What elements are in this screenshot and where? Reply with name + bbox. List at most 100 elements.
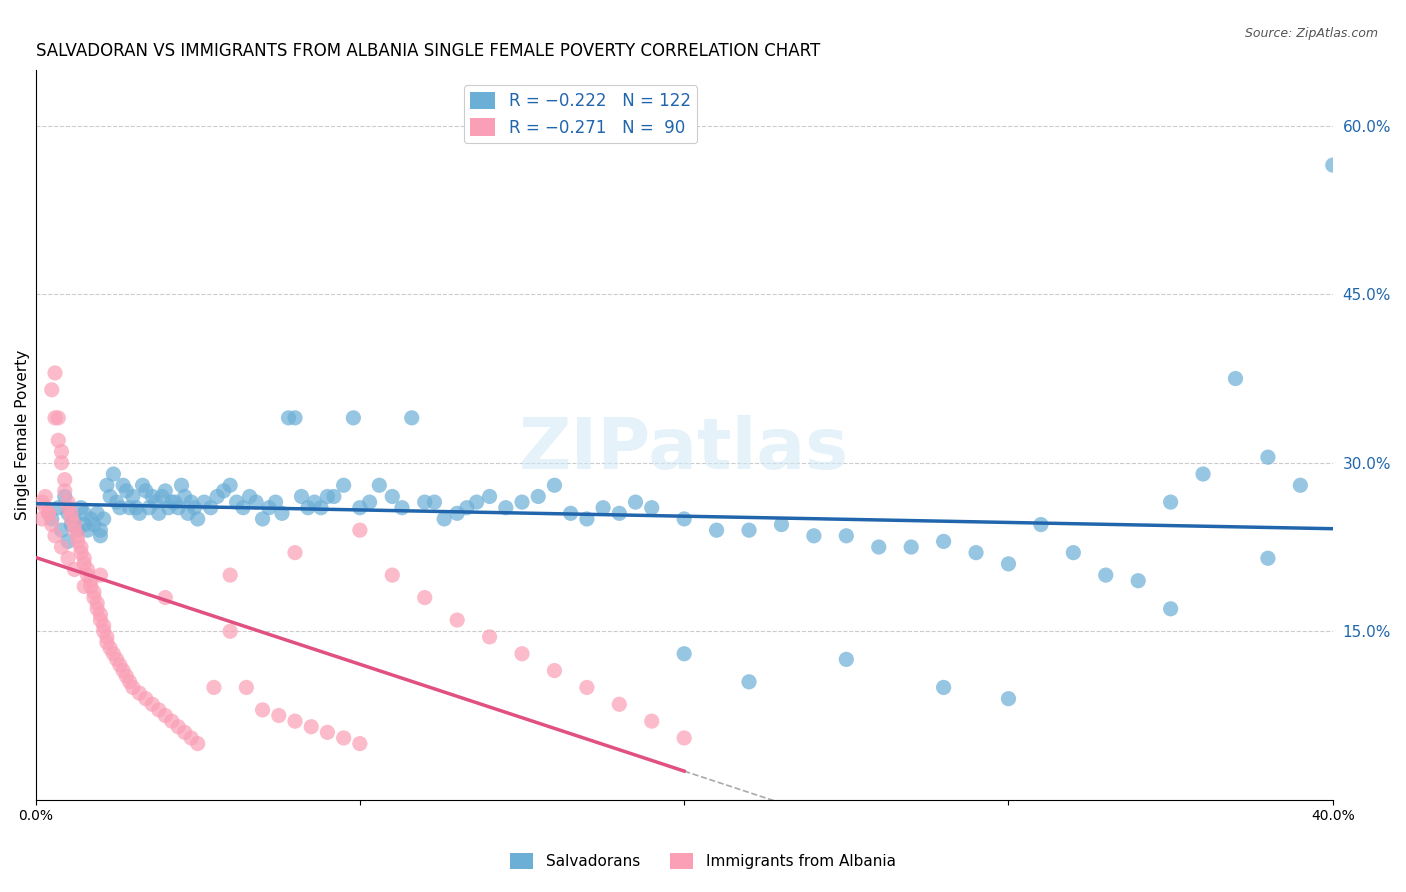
Point — [245, 495, 267, 509]
Point — [60, 512, 83, 526]
Point — [205, 490, 228, 504]
Point — [868, 540, 890, 554]
Point — [44, 366, 66, 380]
Point — [401, 410, 423, 425]
Point — [98, 490, 121, 504]
Point — [46, 434, 69, 448]
Point — [316, 490, 339, 504]
Point — [965, 546, 987, 560]
Point — [167, 720, 190, 734]
Point — [575, 681, 598, 695]
Point — [1257, 551, 1279, 566]
Point — [56, 495, 79, 509]
Point — [527, 490, 550, 504]
Point — [368, 478, 391, 492]
Point — [299, 720, 322, 734]
Point — [93, 512, 115, 526]
Point — [232, 500, 254, 515]
Point — [155, 483, 177, 498]
Point — [316, 725, 339, 739]
Point — [607, 698, 630, 712]
Point — [997, 691, 1019, 706]
Point — [70, 500, 93, 515]
Point — [63, 517, 86, 532]
Point — [103, 647, 125, 661]
Point — [31, 495, 53, 509]
Point — [284, 410, 307, 425]
Point — [66, 523, 89, 537]
Point — [391, 500, 413, 515]
Point — [51, 444, 73, 458]
Point — [56, 500, 79, 515]
Point — [89, 523, 111, 537]
Point — [446, 613, 468, 627]
Legend: Salvadorans, Immigrants from Albania: Salvadorans, Immigrants from Albania — [505, 847, 901, 875]
Point — [835, 652, 858, 666]
Point — [413, 591, 436, 605]
Point — [624, 495, 647, 509]
Point — [96, 635, 118, 649]
Point — [44, 410, 66, 425]
Point — [76, 568, 98, 582]
Point — [1257, 450, 1279, 465]
Point — [900, 540, 922, 554]
Point — [284, 546, 307, 560]
Point — [115, 669, 138, 683]
Point — [73, 557, 96, 571]
Point — [41, 383, 63, 397]
Point — [105, 495, 128, 509]
Point — [83, 591, 105, 605]
Point — [543, 664, 565, 678]
Point — [332, 731, 354, 745]
Point — [180, 495, 202, 509]
Point — [34, 490, 56, 504]
Point — [112, 664, 135, 678]
Point — [46, 410, 69, 425]
Point — [673, 731, 696, 745]
Point — [202, 681, 225, 695]
Point — [155, 708, 177, 723]
Point — [560, 506, 582, 520]
Point — [73, 579, 96, 593]
Text: SALVADORAN VS IMMIGRANTS FROM ALBANIA SINGLE FEMALE POVERTY CORRELATION CHART: SALVADORAN VS IMMIGRANTS FROM ALBANIA SI… — [35, 42, 820, 60]
Point — [212, 483, 235, 498]
Point — [96, 478, 118, 492]
Point — [592, 500, 614, 515]
Point — [38, 506, 60, 520]
Point — [53, 483, 76, 498]
Point — [76, 523, 98, 537]
Point — [465, 495, 488, 509]
Y-axis label: Single Female Poverty: Single Female Poverty — [15, 350, 30, 520]
Point — [309, 500, 332, 515]
Point — [31, 512, 53, 526]
Point — [145, 495, 167, 509]
Point — [997, 557, 1019, 571]
Point — [290, 490, 312, 504]
Point — [121, 490, 143, 504]
Point — [135, 691, 157, 706]
Point — [641, 714, 664, 728]
Point — [128, 686, 150, 700]
Point — [770, 517, 793, 532]
Point — [60, 517, 83, 532]
Point — [98, 641, 121, 656]
Point — [80, 574, 103, 588]
Point — [193, 495, 215, 509]
Point — [349, 737, 371, 751]
Point — [93, 624, 115, 639]
Point — [271, 506, 294, 520]
Point — [641, 500, 664, 515]
Point — [225, 495, 247, 509]
Point — [160, 714, 183, 728]
Point — [1225, 371, 1247, 385]
Point — [93, 618, 115, 632]
Point — [1128, 574, 1150, 588]
Point — [135, 483, 157, 498]
Point — [157, 500, 180, 515]
Point — [53, 473, 76, 487]
Point — [170, 478, 193, 492]
Point — [423, 495, 446, 509]
Text: ZIPatlas: ZIPatlas — [519, 415, 849, 483]
Point — [835, 529, 858, 543]
Point — [510, 495, 533, 509]
